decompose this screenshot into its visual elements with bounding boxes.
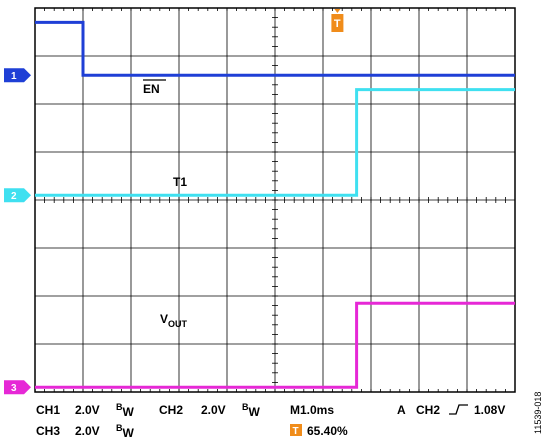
status-readout: CH1 2.0V BW CH2 2.0V BW M1.0ms A CH2 1.0… xyxy=(36,402,505,440)
en-label: EN xyxy=(143,82,160,96)
trigger-arrow xyxy=(334,9,341,13)
trigger-prefix: A xyxy=(397,403,406,417)
channel-2-marker: 2 xyxy=(4,188,31,203)
trace-t1 xyxy=(35,88,515,197)
channel-markers: 1 2 3 T xyxy=(4,9,344,395)
channel-1-marker: 1 xyxy=(4,68,31,83)
trigger-position-icon xyxy=(290,424,302,436)
trigger-channel: CH2 xyxy=(416,403,440,417)
channel-marker-shape xyxy=(4,68,31,83)
channel-marker-shape xyxy=(4,380,31,395)
t1-label: T1 xyxy=(173,175,187,189)
channel-3-marker: 3 xyxy=(4,380,31,395)
rising-edge-icon xyxy=(449,404,468,415)
channel-marker-label: 2 xyxy=(11,191,17,202)
graticule xyxy=(34,7,516,393)
ch2-scale: 2.0V xyxy=(201,403,226,417)
timebase: M1.0ms xyxy=(290,403,334,417)
channel-marker-label: 3 xyxy=(11,383,17,394)
trigger-position-icon-letter: T xyxy=(293,426,299,437)
trigger-letter: T xyxy=(334,18,341,30)
ch1-bw: BW xyxy=(116,402,135,419)
ch2-bw: BW xyxy=(242,402,261,419)
trigger-box xyxy=(331,14,344,32)
ch1-scale: 2.0V xyxy=(75,403,100,417)
figure-id: 11539-018 xyxy=(533,392,543,434)
ch3-bw: BW xyxy=(116,423,135,440)
ch1-label: CH1 xyxy=(36,403,60,417)
ch3-scale: 2.0V xyxy=(75,424,100,438)
trigger-position-marker: T xyxy=(331,9,344,32)
trace-vout xyxy=(35,301,515,389)
trigger-level: 1.08V xyxy=(474,403,505,417)
channel-marker-shape xyxy=(4,188,31,203)
ch3-label: CH3 xyxy=(36,424,60,438)
channel-marker-label: 1 xyxy=(11,71,17,82)
ch2-label: CH2 xyxy=(159,403,183,417)
trigger-position: 65.40% xyxy=(307,424,348,438)
vout-label: VOUT xyxy=(160,312,188,329)
trace-en xyxy=(35,20,515,77)
waveform-traces xyxy=(35,20,515,389)
